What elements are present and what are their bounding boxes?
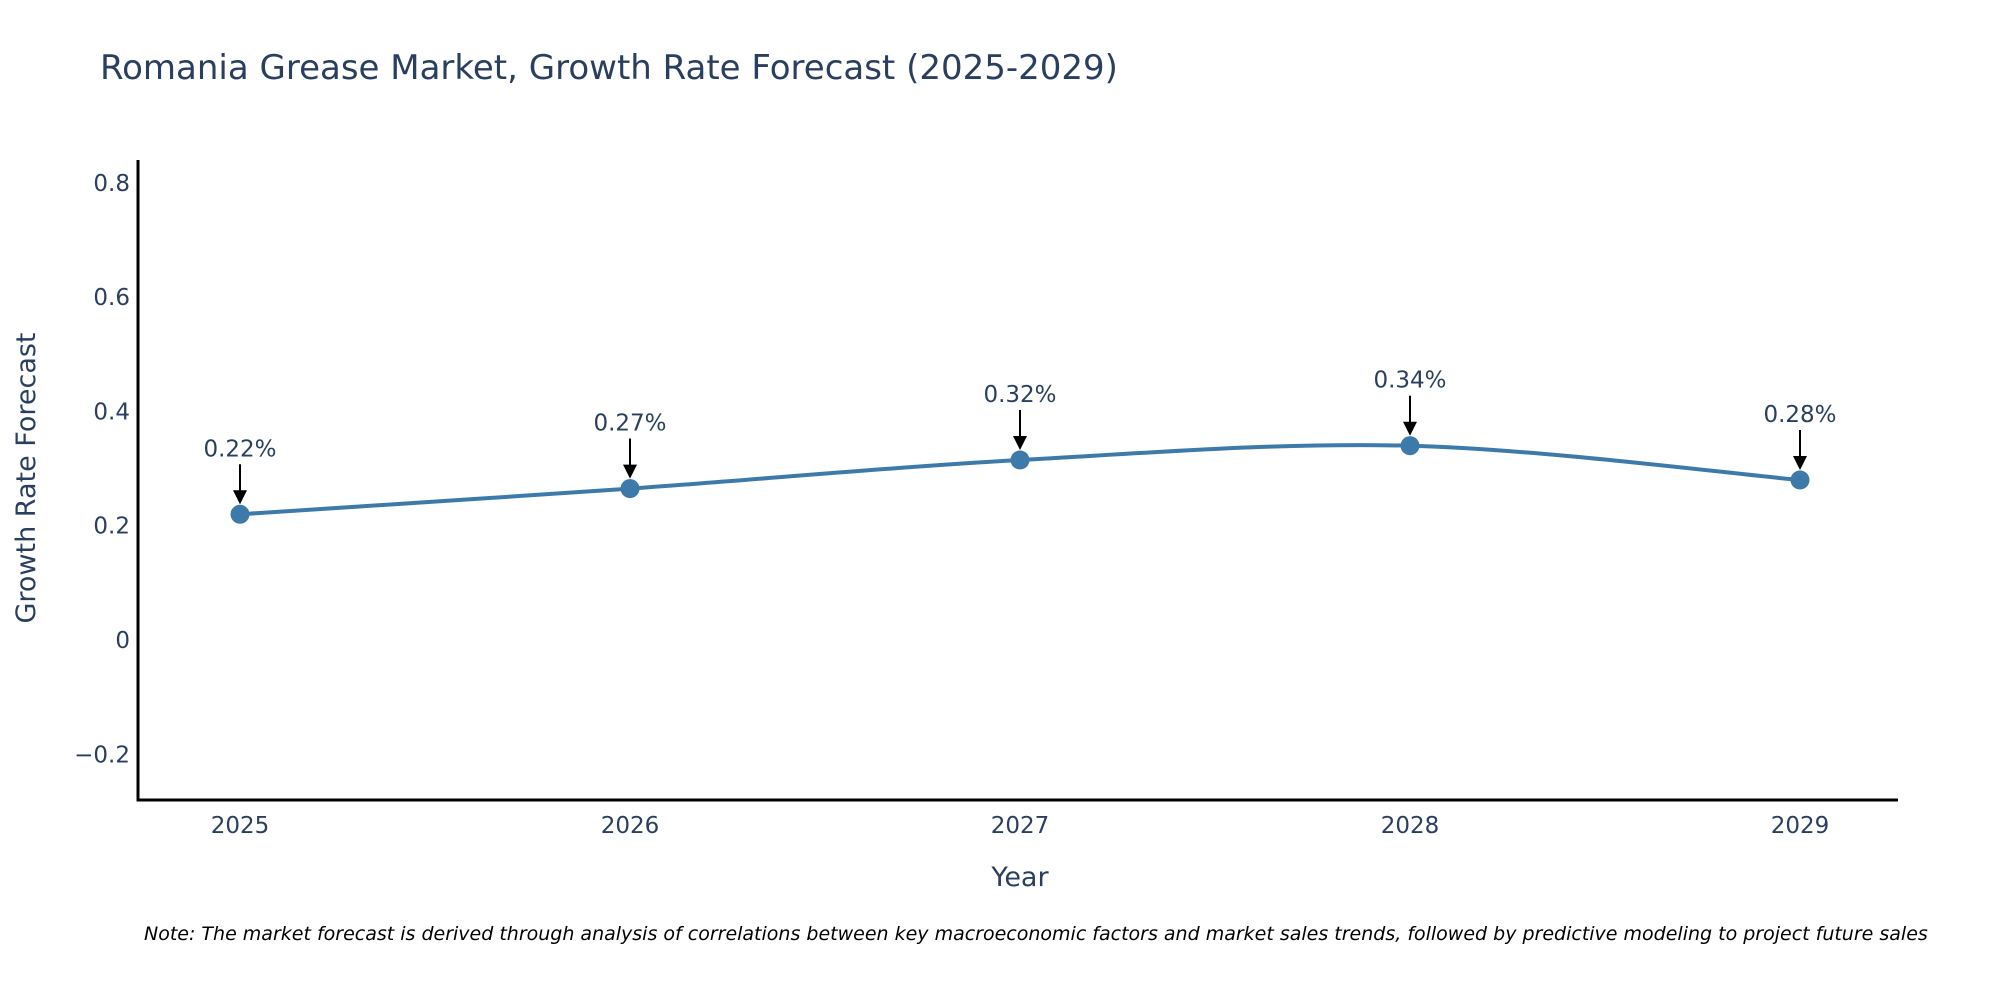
y-axis-title: Growth Rate Forecast (11, 332, 42, 623)
data-label: 0.28% (1763, 402, 1836, 428)
x-tick-label: 2029 (1771, 813, 1830, 839)
data-label: 0.32% (983, 382, 1056, 408)
y-tick-label: 0 (115, 628, 130, 654)
data-label: 0.27% (593, 411, 666, 437)
x-tick-label: 2025 (211, 813, 270, 839)
x-tick-label: 2026 (601, 813, 660, 839)
data-point-marker (1010, 450, 1030, 470)
data-point-marker (1790, 470, 1810, 490)
chart-note: Note: The market forecast is derived thr… (144, 923, 1928, 945)
data-label: 0.34% (1373, 368, 1446, 394)
y-tick-label: 0.6 (93, 285, 130, 311)
y-axis-ticks: −0.2 0 0.2 0.4 0.6 0.8 (74, 171, 130, 768)
y-tick-label: 0.2 (93, 514, 130, 540)
annotation-arrow-head (1403, 421, 1417, 436)
data-label: 0.22% (203, 436, 276, 462)
x-tick-label: 2028 (1381, 813, 1440, 839)
annotation-arrow-head (233, 490, 247, 505)
x-axis-title: Year (990, 862, 1049, 893)
y-tick-label: −0.2 (74, 742, 130, 768)
annotation-arrow-head (1013, 436, 1027, 450)
data-annotations: 0.22% 0.27% 0.32% 0.34% 0.28% (203, 368, 1837, 505)
data-point-marker (620, 479, 640, 499)
x-tick-label: 2027 (991, 813, 1050, 839)
annotation-arrow-head (1793, 456, 1807, 470)
data-point-marker (1400, 436, 1420, 456)
data-point-marker (230, 504, 250, 524)
x-axis-ticks: 2025 2026 2027 2028 2029 (211, 813, 1830, 839)
annotation-arrow-head (623, 464, 637, 479)
y-tick-label: 0.8 (93, 171, 130, 197)
y-tick-label: 0.4 (93, 399, 130, 425)
data-markers (230, 436, 1810, 524)
chart-title: Romania Grease Market, Growth Rate Forec… (100, 48, 1118, 88)
